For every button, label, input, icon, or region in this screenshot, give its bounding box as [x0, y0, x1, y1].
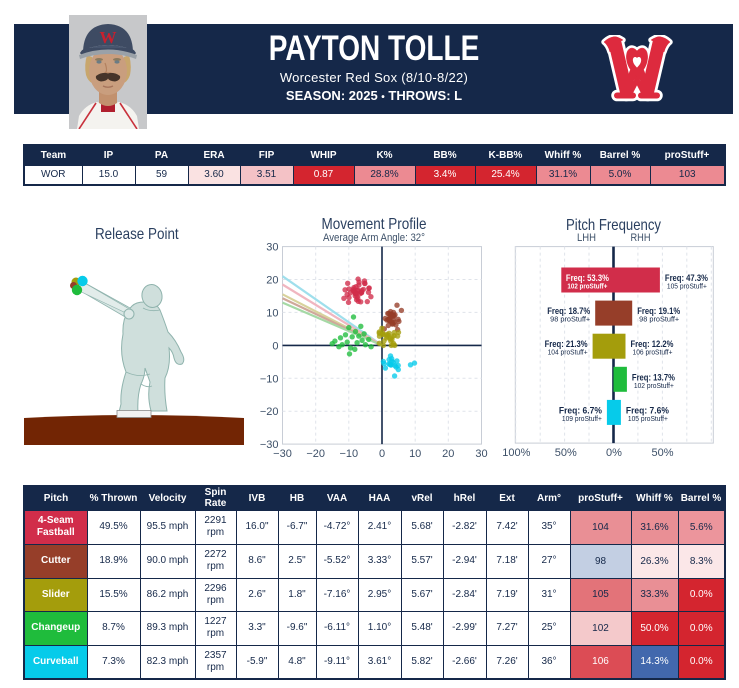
svg-text:−20: −20	[260, 406, 279, 418]
svg-text:Freq: 53.3%: Freq: 53.3%	[566, 273, 609, 283]
svg-text:W: W	[100, 28, 117, 47]
svg-text:109 proStuff+: 109 proStuff+	[562, 416, 602, 423]
svg-text:Freq: 7.6%: Freq: 7.6%	[626, 405, 669, 415]
svg-text:105 proStuff+: 105 proStuff+	[667, 284, 707, 291]
svg-text:Freq: 12.2%: Freq: 12.2%	[631, 339, 674, 349]
svg-text:−10: −10	[260, 373, 279, 385]
svg-text:RHH: RHH	[631, 232, 651, 244]
svg-text:Freq: 6.7%: Freq: 6.7%	[559, 405, 602, 415]
svg-text:Freq: 13.7%: Freq: 13.7%	[632, 372, 675, 382]
svg-text:30: 30	[266, 242, 278, 254]
svg-text:104 proStuff+: 104 proStuff+	[548, 350, 588, 357]
svg-text:Pitch Frequency: Pitch Frequency	[566, 217, 661, 234]
svg-text:102 proStuff+: 102 proStuff+	[634, 383, 674, 390]
svg-text:0%: 0%	[606, 447, 622, 459]
svg-text:0: 0	[272, 340, 278, 352]
svg-text:Freq: 21.3%: Freq: 21.3%	[545, 339, 588, 349]
svg-text:Freq: 19.1%: Freq: 19.1%	[637, 306, 680, 316]
svg-text:Movement Profile: Movement Profile	[322, 216, 427, 233]
svg-text:106 proStuff+: 106 proStuff+	[633, 350, 673, 357]
svg-text:100%: 100%	[502, 447, 530, 459]
svg-text:98 proStuff+: 98 proStuff+	[639, 317, 679, 324]
svg-text:0: 0	[379, 448, 385, 460]
svg-text:30: 30	[475, 448, 487, 460]
svg-text:Freq: 18.7%: Freq: 18.7%	[547, 306, 590, 316]
svg-text:98 proStuff+: 98 proStuff+	[550, 317, 590, 324]
svg-text:10: 10	[266, 307, 278, 319]
svg-text:50%: 50%	[651, 447, 673, 459]
svg-text:Average Arm Angle: 32°: Average Arm Angle: 32°	[323, 232, 425, 244]
svg-text:105 proStuff+: 105 proStuff+	[628, 416, 668, 423]
svg-text:102 proStuff+: 102 proStuff+	[567, 284, 607, 291]
svg-text:20: 20	[266, 275, 278, 287]
svg-text:−30: −30	[260, 439, 279, 451]
svg-text:10: 10	[409, 448, 421, 460]
svg-text:50%: 50%	[555, 447, 577, 459]
svg-text:−20: −20	[306, 448, 325, 460]
svg-text:Freq: 47.3%: Freq: 47.3%	[665, 273, 708, 283]
svg-text:−10: −10	[339, 448, 358, 460]
svg-text:LHH: LHH	[577, 232, 596, 244]
svg-text:−30: −30	[273, 448, 292, 460]
svg-text:20: 20	[442, 448, 454, 460]
